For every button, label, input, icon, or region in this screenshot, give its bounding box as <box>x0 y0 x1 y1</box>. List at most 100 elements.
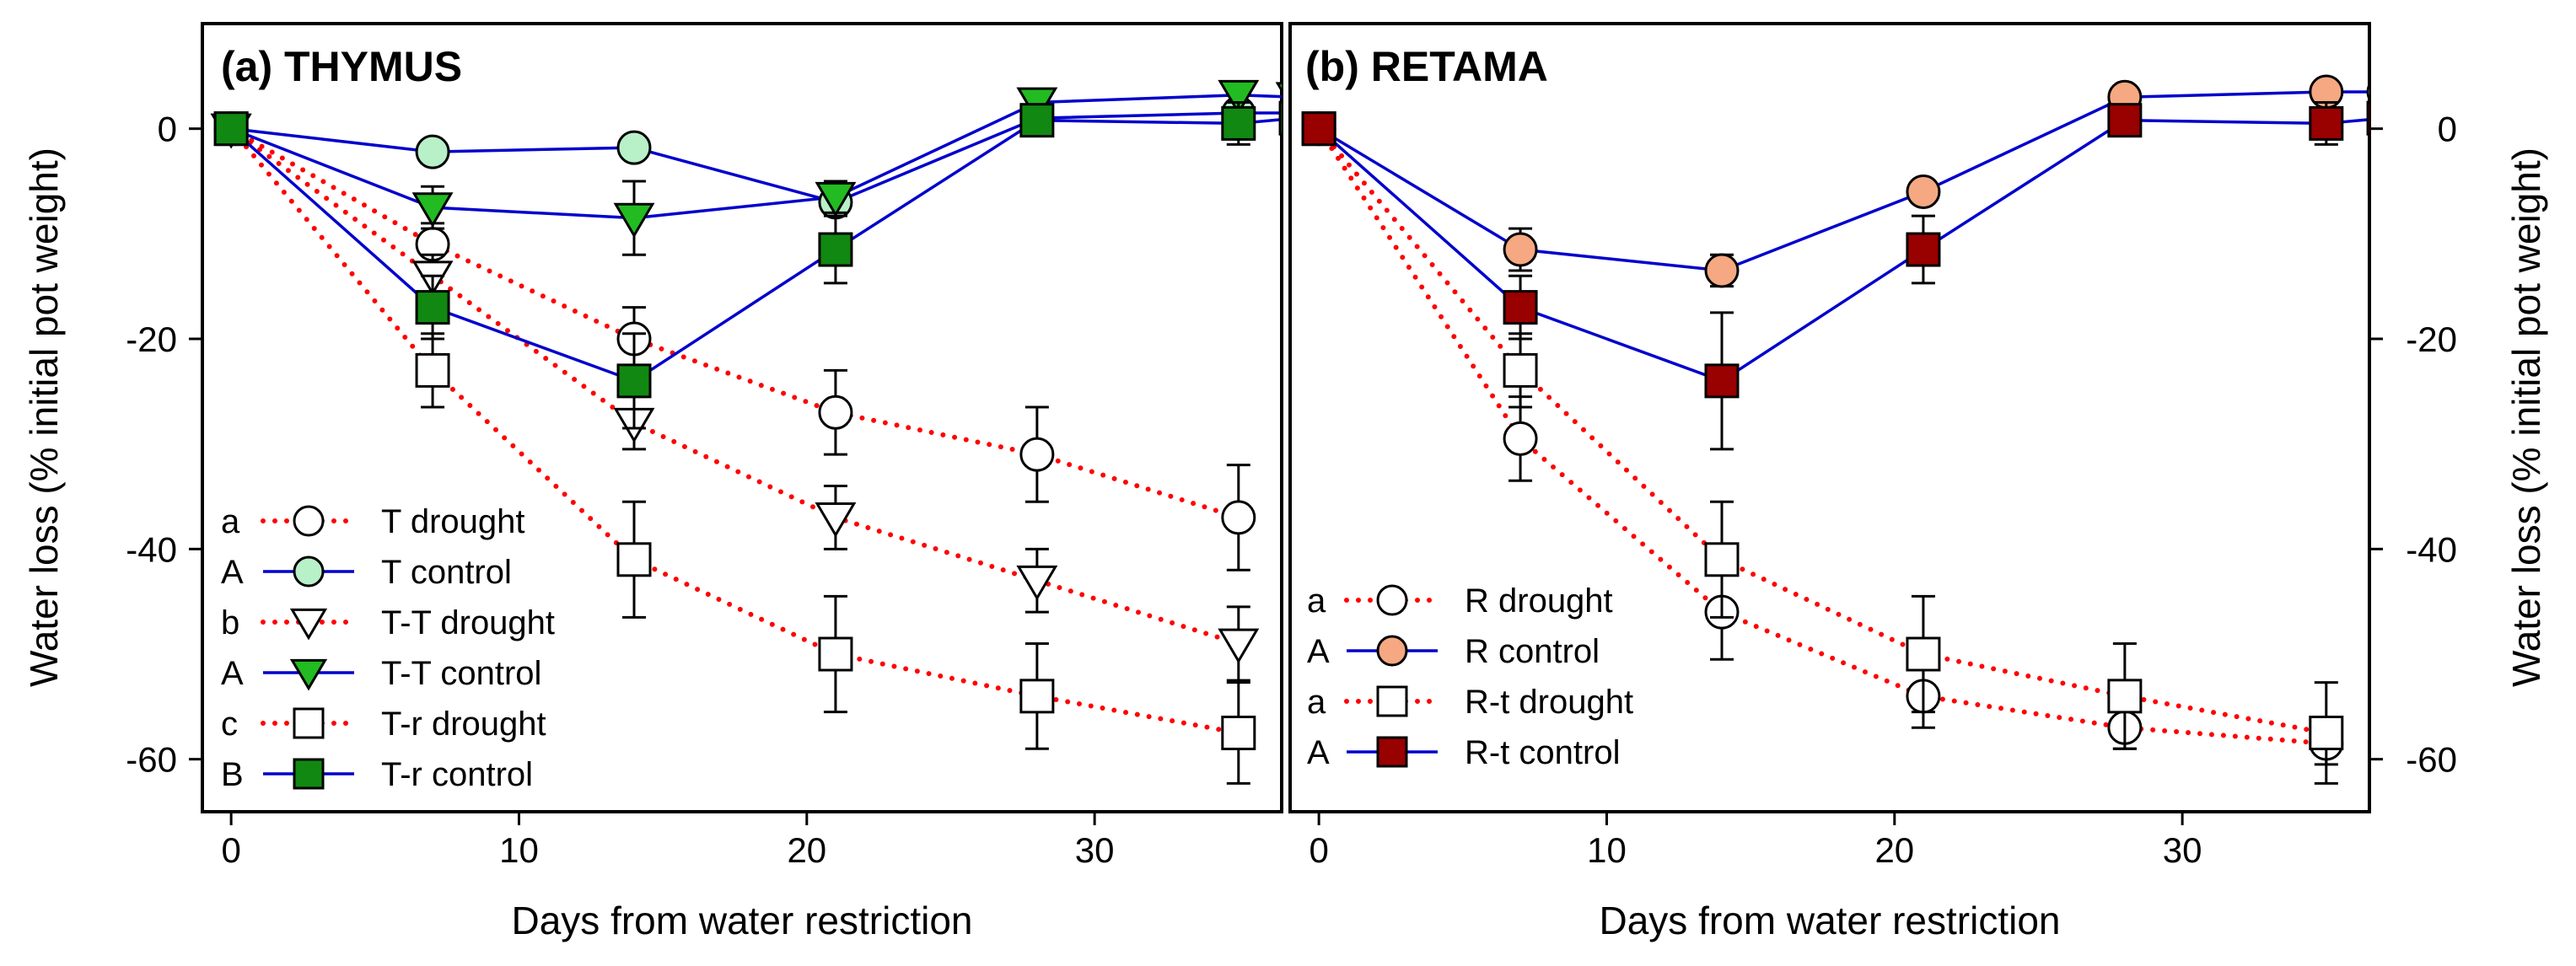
legend-letter: A <box>221 655 244 692</box>
data-point-t-r-control <box>1019 103 1055 138</box>
data-point-t-t-control <box>411 192 454 228</box>
series-line-t-drought <box>229 126 1241 520</box>
series-line-t-r-control <box>229 118 1282 383</box>
panel-retama: (b) RETAMA 0 10 20 30 0 -20 -40 -60 a R drought A… <box>1288 22 2548 942</box>
legend-letter: B <box>221 756 244 793</box>
legend-marker <box>293 758 325 790</box>
data-point-r-t-control <box>2366 100 2369 136</box>
legend-label: R-t control <box>1465 734 1621 771</box>
legend-entry: b T-T drought <box>221 604 555 641</box>
legend-letter: a <box>1307 684 1326 721</box>
legend-label: T-r drought <box>381 706 546 743</box>
data-point-t-t-drought <box>1218 628 1260 664</box>
legend-label: R-t drought <box>1465 684 1633 721</box>
legend-letter: a <box>1307 582 1326 620</box>
panel-title-b: (b) RETAMA <box>1305 43 1548 90</box>
x-tick-label: 10 <box>1587 830 1627 870</box>
data-point-r-t-drought <box>1503 352 1538 388</box>
data-point-r-control <box>1503 232 1538 267</box>
data-point-r-t-control <box>1704 363 1740 399</box>
data-point-t-r-drought <box>616 542 652 577</box>
data-point-r-t-control <box>2107 103 2143 138</box>
data-point-t-r-control <box>1278 100 1282 136</box>
series-line-r-t-control <box>1317 118 2369 383</box>
legend-entry: B T-r control <box>221 756 533 793</box>
series-line-t-t-control <box>230 94 1282 220</box>
y-tick-label: 0 <box>158 110 177 149</box>
data-point-t-r-drought <box>415 352 450 388</box>
legend-marker <box>293 555 325 588</box>
legend-label: T drought <box>381 503 525 540</box>
y-tick-label: -60 <box>126 740 177 780</box>
data-point-t-t-control <box>1275 82 1282 93</box>
marks-b <box>1301 74 2369 785</box>
data-point-r-t-control <box>2309 105 2344 141</box>
legend-entry: c T-r drought <box>221 706 546 743</box>
series-line-t-control <box>230 111 1282 204</box>
legend-label: R control <box>1465 633 1600 670</box>
legend-marker <box>1376 736 1408 768</box>
legend-marker <box>289 608 328 641</box>
data-point-t-t-control <box>815 181 857 217</box>
x-tick-label: 0 <box>1309 830 1328 870</box>
legend-entry: A R control <box>1307 633 1600 670</box>
data-point-t-drought <box>1019 437 1055 472</box>
data-point-r-t-drought <box>1704 542 1740 577</box>
legend-b: a R drought A R control a R-t drought A R-t con… <box>1307 582 1633 771</box>
ticks-a: 0 10 20 30 0 -20 -40 -60 <box>126 110 1114 870</box>
legend-letter: A <box>1307 734 1330 771</box>
legend-entry: a T drought <box>221 503 525 540</box>
legend-label: T-r control <box>381 756 533 793</box>
legend-letter: b <box>221 604 239 641</box>
legend-marker <box>289 658 328 691</box>
x-tick-label: 20 <box>787 830 826 870</box>
plot-frame-b <box>1288 22 2371 813</box>
data-point-t-control <box>616 130 652 165</box>
x-axis-title-a: Days from water restriction <box>511 899 972 942</box>
y-tick-label: -40 <box>126 529 177 569</box>
legend-letter: a <box>221 503 240 540</box>
legend-marker <box>293 707 325 739</box>
legend-letter: A <box>1307 633 1330 670</box>
data-point-t-control <box>415 134 450 169</box>
x-tick-label: 0 <box>221 830 240 870</box>
x-tick-label: 10 <box>499 830 539 870</box>
y-tick-label: 0 <box>2438 110 2457 149</box>
data-point-t-t-control <box>1218 79 1260 115</box>
data-point-t-t-drought <box>1016 565 1058 601</box>
data-point-t-r-control <box>616 363 652 399</box>
legend-marker <box>1376 584 1408 616</box>
series-line-t-r-drought <box>229 126 1241 736</box>
data-point-t-r-control <box>213 111 249 147</box>
series-line-r-control <box>1318 90 2369 272</box>
data-point-t-r-control <box>415 290 450 325</box>
x-tick-label: 20 <box>1874 830 1914 870</box>
legend-label: T-T drought <box>381 604 555 641</box>
marks-a <box>210 79 1282 785</box>
data-point-t-r-drought <box>1019 679 1055 714</box>
legend-marker <box>293 505 325 537</box>
legend-letter: c <box>221 706 238 743</box>
y-tick-label: -60 <box>2406 740 2457 780</box>
legend-marker <box>1376 635 1408 667</box>
legend-entry: a R-t drought <box>1307 684 1633 721</box>
data-point-t-r-control <box>818 232 853 267</box>
data-point-t-t-drought <box>815 502 857 538</box>
panel-thymus: (a) THYMUS 0 10 20 30 0 -20 -40 -60 a T drought A… <box>22 22 1283 942</box>
data-point-r-t-drought <box>1906 636 1941 672</box>
data-point-r-t-control <box>1301 111 1336 147</box>
y-axis-title-left: Water loss (% initial pot weight) <box>22 148 66 687</box>
legend-entry: A R-t control <box>1307 734 1621 771</box>
series-line-t-t-drought <box>229 126 1241 647</box>
data-point-t-t-control <box>613 202 655 239</box>
legend-marker <box>1376 685 1408 717</box>
data-point-r-t-drought <box>2107 679 2143 714</box>
y-tick-label: -40 <box>2406 529 2457 569</box>
data-point-t-r-drought <box>818 636 853 672</box>
legend-label: T control <box>381 554 512 591</box>
panel-title-a: (a) THYMUS <box>221 43 462 90</box>
data-point-r-t-control <box>1906 232 1941 267</box>
legend-entry: A T-T control <box>221 655 541 692</box>
y-tick-label: -20 <box>2406 319 2457 359</box>
